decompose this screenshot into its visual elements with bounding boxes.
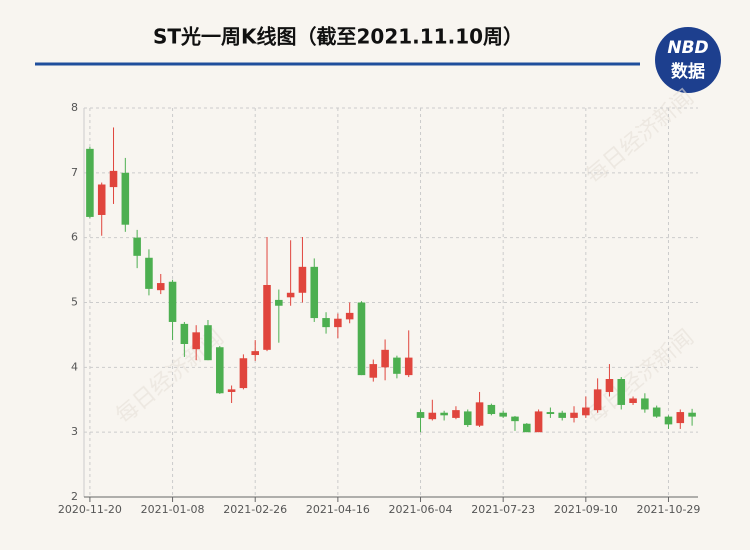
candle-body [652, 407, 661, 417]
candle-body [334, 318, 342, 328]
candle-body [145, 257, 153, 289]
y-tick-label: 8 [71, 101, 78, 114]
candle-body [546, 412, 555, 415]
candle-body [369, 364, 378, 378]
candle-body [676, 412, 685, 424]
candle-body [192, 332, 200, 350]
candle-body [227, 389, 236, 392]
logo-text: NBD [667, 38, 708, 58]
candle-body [404, 357, 413, 376]
candle-body [180, 323, 189, 344]
candle-body [310, 266, 319, 319]
candle-body [322, 318, 330, 328]
candle-body [641, 398, 649, 410]
candle-body [475, 402, 484, 426]
candle-body [133, 237, 141, 256]
x-tick-label: 2021-10-29 [637, 503, 701, 516]
y-tick-label: 6 [71, 231, 78, 244]
candle-body [393, 357, 401, 374]
x-tick-label: 2020-11-20 [58, 503, 122, 516]
candle-body [428, 412, 437, 420]
candle-body [452, 410, 460, 418]
y-tick-label: 3 [71, 425, 78, 438]
y-tick-label: 5 [71, 296, 78, 309]
candle-body [156, 283, 165, 291]
candle-body [239, 358, 248, 389]
logo-circle [655, 27, 721, 93]
candle-body [298, 266, 307, 293]
candle-body [558, 412, 566, 418]
candle-body [204, 325, 212, 361]
y-tick-label: 7 [71, 166, 78, 179]
candle-body [617, 379, 626, 405]
candle-body [582, 407, 590, 416]
candle-body [286, 292, 295, 298]
candle-body [216, 347, 224, 394]
candle-body [487, 404, 496, 415]
candle-body [416, 412, 425, 418]
y-tick-label: 2 [71, 490, 78, 503]
candle-body [523, 423, 531, 433]
candle-body [593, 389, 602, 411]
candle-body [605, 379, 614, 392]
candle-body [263, 284, 271, 350]
candle-body [570, 412, 578, 418]
candle-body [688, 412, 696, 417]
x-tick-label: 2021-04-16 [306, 503, 370, 516]
x-tick-label: 2021-02-26 [223, 503, 287, 516]
candle-body [499, 412, 507, 417]
candle-body [511, 416, 519, 422]
candle-body [275, 299, 283, 306]
x-tick-label: 2021-07-23 [471, 503, 535, 516]
x-tick-label: 2021-01-08 [141, 503, 205, 516]
candle-body [357, 302, 366, 376]
candle-body [86, 148, 94, 217]
logo-text: 数据 [671, 61, 705, 82]
candle-body [121, 172, 130, 225]
x-tick-label: 2021-09-10 [554, 503, 618, 516]
candle-body [168, 281, 177, 322]
chart-title: ST光一周K线图（截至2021.11.10周） [153, 25, 523, 49]
candle-body [97, 184, 106, 215]
candle-body [629, 398, 637, 403]
candle-body [345, 312, 354, 320]
x-tick-label: 2021-06-04 [389, 503, 453, 516]
candle-body [664, 416, 673, 425]
candle-body [381, 349, 389, 368]
candle-body [463, 411, 472, 426]
candle-body [534, 411, 543, 433]
y-tick-label: 4 [71, 360, 78, 373]
candle-body [251, 351, 259, 356]
candle-body [440, 412, 448, 416]
candle-body [109, 170, 118, 188]
